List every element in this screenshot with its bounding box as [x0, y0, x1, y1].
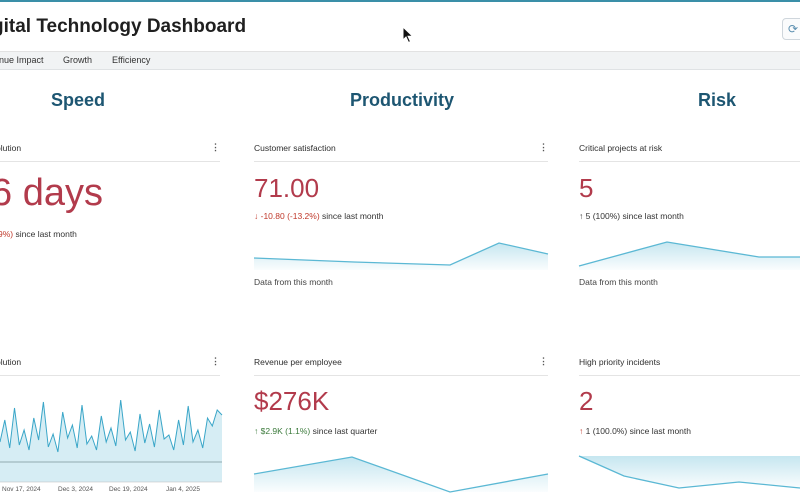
axis-tick-label: Dec 3, 2024 [58, 486, 94, 493]
refresh-button[interactable]: ⟳ [782, 18, 800, 40]
section-title-risk: Risk [698, 90, 737, 110]
metric-delta: ↑ 5 (100%) since last month [579, 211, 684, 221]
metric-delta: ↓ -10.80 (-13.2%) since last month [254, 211, 384, 221]
refresh-icon: ⟳ [787, 22, 799, 36]
section-title-speed: Speed [51, 90, 106, 110]
metric-value: 6 days [0, 172, 103, 214]
card-header-critical-projects: Critical projects at risk [579, 140, 800, 162]
more-options-icon[interactable]: ⋮ [539, 356, 548, 366]
card-label: Critical projects at risk [579, 143, 663, 153]
axis-tick-label: Nov 17, 2024 [2, 486, 41, 493]
card-label: Revenue per employee [254, 357, 342, 367]
sparkline-customer-satisfaction [253, 242, 549, 270]
mouse-cursor-icon [402, 26, 414, 44]
app-header: gital Technology Dashboard ⟳ [0, 0, 800, 52]
card-label: olution [0, 357, 22, 367]
more-options-icon[interactable]: ⋮ [211, 142, 220, 152]
metric-value: 71.00 [254, 173, 320, 203]
page-title: gital Technology Dashboard [0, 16, 247, 37]
section-title-productivity: Productivity [350, 90, 455, 110]
axis-tick-label: Dec 19, 2024 [109, 486, 148, 493]
tab-growth[interactable]: Growth [63, 55, 93, 65]
card-label: Customer satisfaction [254, 143, 336, 153]
card-header-revenue-per-employee: Revenue per employee ⋮ [254, 354, 548, 376]
card-header-high-priority-incidents: High priority incidents [579, 354, 800, 376]
card-header-speed-bottom: olution ⋮ [0, 354, 220, 376]
card-header-speed-top: olution ⋮ [0, 140, 220, 162]
metric-value: 5 [579, 173, 594, 203]
sparkline-revenue-per-employee [253, 456, 549, 493]
card-header-customer-satisfaction: Customer satisfaction ⋮ [254, 140, 548, 162]
tab-efficiency[interactable]: Efficiency [112, 55, 151, 65]
metric-delta: ↑ 1 (100.0%) since last month [579, 426, 691, 436]
more-options-icon[interactable]: ⋮ [539, 142, 548, 152]
tab-revenue-impact[interactable]: nue Impact [0, 55, 44, 65]
axis-tick-label: Jan 4, 2025 [166, 486, 200, 493]
card-footnote: Data from this month [254, 277, 333, 287]
sparkline-high-priority-incidents [578, 455, 800, 489]
time-series-chart [0, 399, 223, 483]
metric-delta: ↑ $2.9K (1.1%) since last quarter [254, 426, 378, 436]
metric-delta: 9%) since last month [0, 229, 77, 239]
card-label: High priority incidents [579, 357, 661, 367]
more-options-icon[interactable]: ⋮ [211, 356, 220, 366]
metric-value: 2 [579, 386, 594, 416]
tab-bar: nue Impact Growth Efficiency [0, 52, 800, 70]
card-footnote: Data from this month [579, 277, 658, 287]
sparkline-critical-projects [578, 241, 800, 270]
card-label: olution [0, 143, 22, 153]
metric-value: $276K [254, 386, 330, 416]
